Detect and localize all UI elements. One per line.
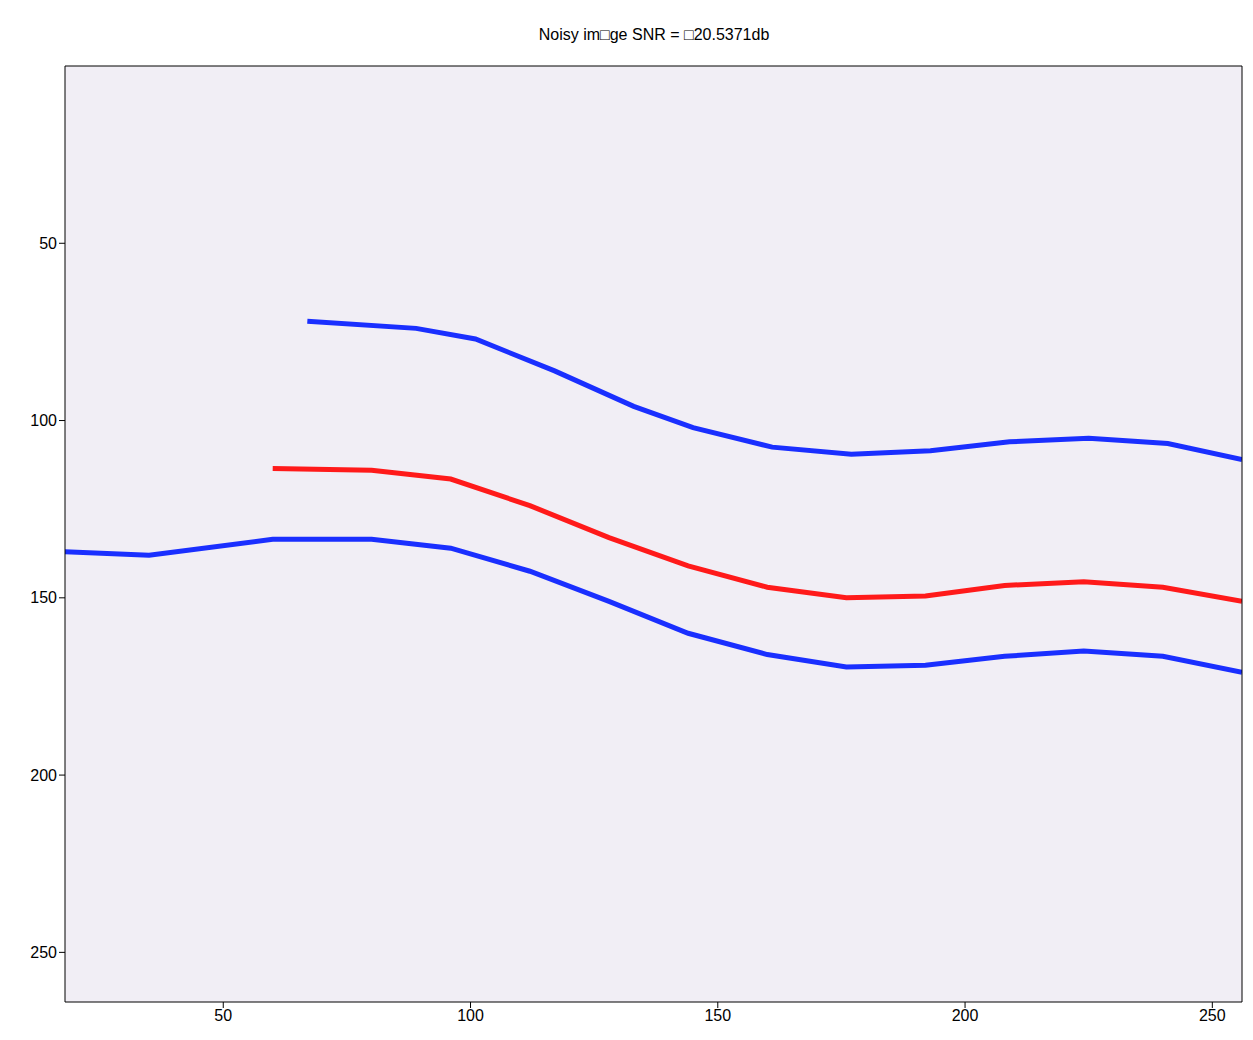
svg-text:50: 50: [39, 235, 57, 252]
svg-text:150: 150: [704, 1007, 731, 1024]
svg-text:250: 250: [30, 944, 57, 961]
svg-text:50: 50: [214, 1007, 232, 1024]
svg-text:150: 150: [30, 589, 57, 606]
svg-text:200: 200: [30, 767, 57, 784]
svg-text:100: 100: [30, 412, 57, 429]
svg-text:100: 100: [457, 1007, 484, 1024]
svg-text:250: 250: [1199, 1007, 1226, 1024]
html-text:Noisy im□ge SNR = □20.5371db: Noisy im□ge SNR = □20.5371db: [538, 26, 770, 43]
svg-text:200: 200: [952, 1007, 979, 1024]
